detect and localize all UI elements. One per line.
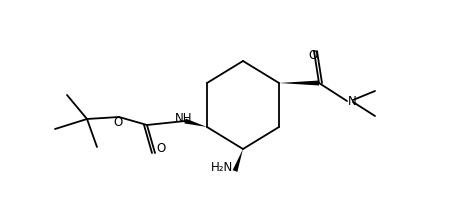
Polygon shape [232,149,243,172]
Text: NH: NH [175,112,192,125]
Text: O: O [156,142,165,155]
Text: O: O [113,116,122,129]
Text: N: N [347,95,356,108]
Polygon shape [184,118,207,127]
Text: O: O [308,49,317,62]
Polygon shape [278,80,318,86]
Text: H₂N: H₂N [210,161,232,174]
